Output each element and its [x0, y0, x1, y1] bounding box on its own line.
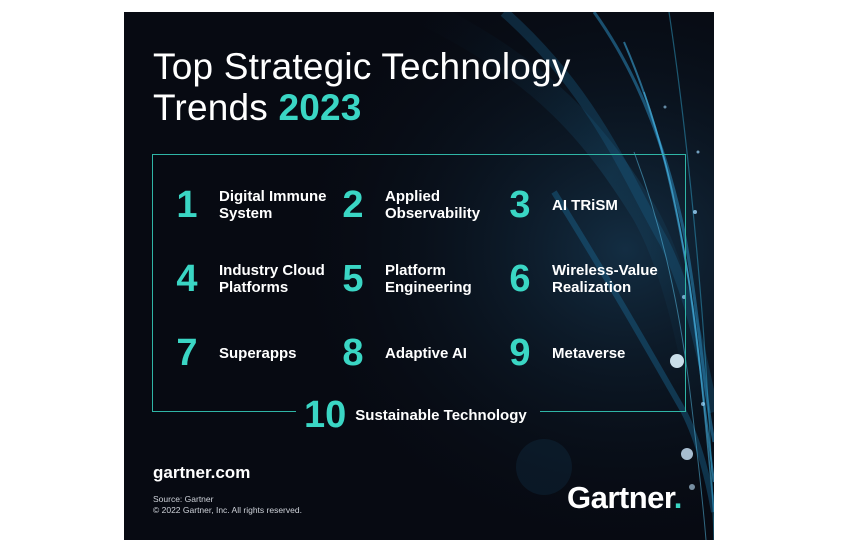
trend-item: 5 Platform Engineering	[334, 258, 472, 300]
trend-number: 5	[342, 258, 364, 300]
title-line-1: Top Strategic Technology	[153, 46, 571, 87]
trend-label: Digital Immune System	[219, 188, 327, 222]
trend-item: 4 Industry Cloud Platforms	[168, 258, 325, 300]
infographic-card: Top Strategic Technology Trends 2023 1 D…	[124, 12, 714, 540]
trend-number: 8	[342, 332, 364, 374]
trend-item: 2 Applied Observability	[334, 186, 480, 224]
trend-number: 3	[509, 184, 531, 226]
trend-label: Metaverse	[552, 344, 626, 362]
frame-bottom-left-line	[152, 411, 296, 412]
trend-label: Adaptive AI	[385, 344, 467, 362]
trend-item: 1 Digital Immune System	[168, 184, 327, 226]
trend-label: Platform Engineering	[385, 262, 472, 296]
frame-bottom-right-line	[540, 411, 685, 412]
trend-number: 1	[176, 184, 198, 226]
website-link[interactable]: gartner.com	[153, 463, 251, 482]
trend-number: 9	[509, 332, 531, 374]
gartner-logo: Gartner.	[567, 480, 683, 515]
title-line-2: Trends 2023	[153, 87, 571, 128]
background-light-streaks	[124, 12, 714, 540]
logo-dot: .	[673, 480, 683, 515]
trend-label: AI TRiSM	[552, 196, 618, 214]
trend-item: 9 Metaverse	[501, 334, 625, 372]
trend-item: 7 Superapps	[168, 332, 297, 374]
trend-number: 7	[176, 332, 198, 374]
trend-item: 8 Adaptive AI	[334, 334, 467, 372]
trends-frame	[152, 154, 686, 412]
title-year: 2023	[278, 87, 362, 128]
trend-label: Industry Cloud Platforms	[219, 262, 325, 296]
trend-label: Sustainable Technology	[355, 406, 527, 424]
trend-label: Wireless-Value Realization	[552, 262, 658, 296]
trend-label: Superapps	[219, 344, 297, 362]
trend-number: 6	[509, 258, 531, 300]
page-title: Top Strategic Technology Trends 2023	[153, 46, 571, 128]
source-note: Source: Gartner © 2022 Gartner, Inc. All…	[153, 494, 302, 516]
trend-label: Applied Observability	[385, 188, 481, 222]
title-prefix: Trends	[153, 87, 279, 128]
trend-item: 3 AI TRiSM	[501, 184, 618, 226]
trend-number: 10	[304, 394, 347, 436]
trend-item: 6 Wireless-Value Realization	[501, 258, 658, 300]
trend-number: 4	[176, 258, 198, 300]
trend-item-10: 10 Sustainable Technology	[304, 396, 527, 434]
source-text: Source: Gartner	[153, 494, 214, 504]
copyright-text: © 2022 Gartner, Inc. All rights reserved…	[153, 505, 302, 515]
trend-number: 2	[342, 184, 364, 226]
